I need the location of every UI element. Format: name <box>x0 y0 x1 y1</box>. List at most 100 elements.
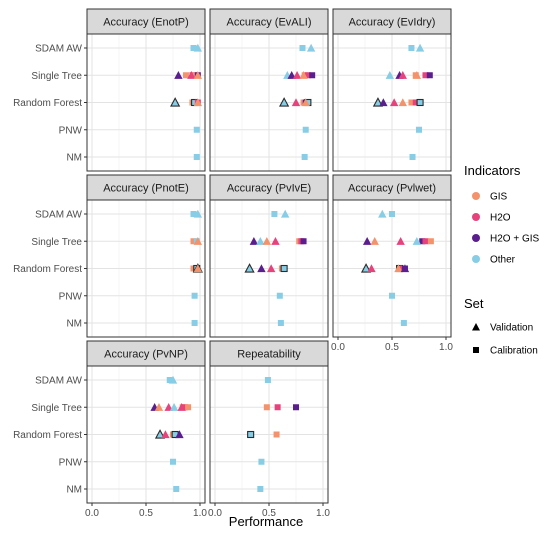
validation-point <box>187 71 196 79</box>
validation-point <box>362 237 372 245</box>
calibration-point <box>190 211 197 217</box>
legend-key <box>472 192 480 200</box>
calibration-point <box>416 98 424 107</box>
y-tick-label: NM <box>66 319 82 330</box>
calibration-point <box>422 238 429 245</box>
validation-point <box>385 71 395 79</box>
validation-point <box>287 71 296 79</box>
calibration-point <box>263 404 270 411</box>
calibration-point <box>389 211 395 217</box>
validation-point <box>257 264 266 273</box>
validation-point <box>281 209 290 218</box>
validation-point <box>278 97 290 107</box>
y-tick-label: Single Tree <box>31 237 82 248</box>
point-layer <box>360 209 434 326</box>
validation-point <box>193 264 203 273</box>
calibration-point <box>191 320 198 326</box>
validation-point <box>372 97 384 107</box>
validation-point <box>161 430 170 439</box>
legend-label: Other <box>490 255 516 266</box>
validation-point <box>177 403 186 411</box>
validation-point <box>193 237 203 245</box>
x-axis-title: Performance <box>229 514 303 529</box>
validation-point <box>291 98 301 107</box>
validation-point <box>193 71 203 79</box>
panel-border <box>209 199 329 338</box>
point-layer <box>244 209 307 326</box>
validation-point <box>379 98 388 107</box>
calibration-point <box>191 292 198 299</box>
legend-label: H2O + GIS <box>490 234 540 245</box>
calibration-point <box>273 431 280 438</box>
validation-point <box>169 403 179 411</box>
y-tick-label: SDAM AW <box>35 210 82 221</box>
x-tick-label: 1.0 <box>316 508 330 519</box>
facet-title: Accuracy (PvIvE) <box>227 183 311 195</box>
calibration-point <box>426 72 433 79</box>
point-layer <box>372 43 433 160</box>
validation-point <box>271 237 280 245</box>
validation-point <box>389 98 399 107</box>
validation-point <box>360 263 372 273</box>
calibration-point <box>416 126 422 133</box>
validation-point <box>244 263 255 273</box>
calibration-point <box>182 72 189 79</box>
validation-point <box>367 264 376 273</box>
validation-point <box>370 237 379 245</box>
facet-strip <box>209 8 329 35</box>
facet-panel: Accuracy (PvIvE) <box>209 174 329 338</box>
legend-key <box>472 234 480 242</box>
calibration-point <box>304 72 311 79</box>
legend-key <box>472 323 480 331</box>
validation-point <box>378 209 387 218</box>
y-tick-label: NM <box>66 153 82 164</box>
facet-strip <box>209 174 329 201</box>
x-tick-label: 0.0 <box>85 508 99 519</box>
legend-key <box>472 213 480 221</box>
x-tick-label: 1.0 <box>439 342 453 353</box>
calibration-point <box>257 486 264 492</box>
calibration-point <box>427 238 434 245</box>
y-tick-label: PNW <box>59 291 83 302</box>
legend-label: Calibration <box>490 346 538 357</box>
y-tick-label: Random Forest <box>13 430 82 441</box>
calibration-point <box>408 45 415 51</box>
panel-border <box>332 33 452 172</box>
calibration-point <box>400 320 407 326</box>
y-tick-label: Random Forest <box>13 98 82 109</box>
validation-point <box>193 43 203 52</box>
facet-panel: Repeatability 0.0 0.5 1.0 <box>208 340 330 519</box>
validation-point <box>249 237 259 245</box>
x-tick-label: 0.0 <box>331 342 345 353</box>
y-tick-label: SDAM AW <box>35 376 82 387</box>
calibration-point <box>302 126 309 133</box>
validation-point <box>154 429 166 439</box>
legend-title-indicators: Indicators <box>464 163 521 178</box>
y-tick-label: NM <box>66 485 82 496</box>
validation-point <box>412 237 422 245</box>
validation-point <box>175 430 184 439</box>
legend-label: GIS <box>490 192 508 203</box>
point-layer <box>150 375 192 492</box>
facet-panel: Accuracy (EvALI) <box>209 8 329 172</box>
y-tick-label: Single Tree <box>31 403 82 414</box>
panels-layer: Accuracy (EnotP) SDAM AW Single Tree Random… <box>13 8 453 519</box>
calibration-point <box>181 404 188 411</box>
calibration-point <box>190 238 197 245</box>
y-tick-label: PNW <box>59 457 83 468</box>
calibration-point <box>280 264 288 273</box>
legend: Indicators GIS H2O H2O + GIS Other Set Validat… <box>464 163 540 357</box>
calibration-point <box>258 458 265 465</box>
validation-point <box>154 403 164 411</box>
calibration-point <box>193 126 200 133</box>
facet-panel: Accuracy (EnotP) SDAM AW Single Tree Random… <box>13 8 206 172</box>
facet-title: Accuracy (EvIdry) <box>349 17 436 29</box>
facet-title: Accuracy (PvNP) <box>104 349 188 361</box>
validation-point <box>174 71 183 79</box>
validation-point <box>256 237 265 245</box>
calibration-point <box>419 238 426 245</box>
calibration-point <box>412 99 419 106</box>
point-layer <box>247 377 299 492</box>
calibration-point <box>408 99 415 106</box>
calibration-point <box>301 154 308 160</box>
